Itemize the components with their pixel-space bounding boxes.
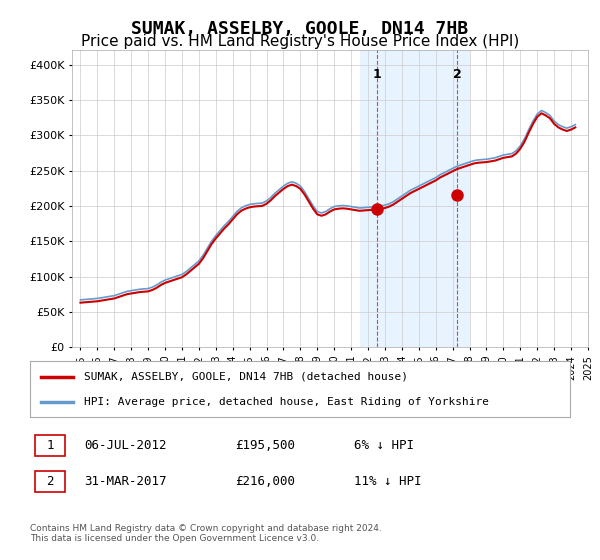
Text: HPI: Average price, detached house, East Riding of Yorkshire: HPI: Average price, detached house, East…: [84, 396, 489, 407]
Text: 06-JUL-2012: 06-JUL-2012: [84, 439, 167, 452]
Text: SUMAK, ASSELBY, GOOLE, DN14 7HB: SUMAK, ASSELBY, GOOLE, DN14 7HB: [131, 20, 469, 38]
Text: 2: 2: [452, 68, 461, 81]
Text: SUMAK, ASSELBY, GOOLE, DN14 7HB (detached house): SUMAK, ASSELBY, GOOLE, DN14 7HB (detache…: [84, 372, 408, 382]
Bar: [359, 50, 470, 347]
Text: 2: 2: [47, 475, 54, 488]
FancyBboxPatch shape: [35, 471, 65, 492]
Text: 11% ↓ HPI: 11% ↓ HPI: [354, 475, 421, 488]
Text: £195,500: £195,500: [235, 439, 295, 452]
Text: 6% ↓ HPI: 6% ↓ HPI: [354, 439, 414, 452]
Text: 1: 1: [372, 68, 381, 81]
Text: £216,000: £216,000: [235, 475, 295, 488]
FancyBboxPatch shape: [35, 435, 65, 456]
Text: 31-MAR-2017: 31-MAR-2017: [84, 475, 167, 488]
Text: Price paid vs. HM Land Registry's House Price Index (HPI): Price paid vs. HM Land Registry's House …: [81, 34, 519, 49]
Text: 1: 1: [47, 439, 54, 452]
Text: Contains HM Land Registry data © Crown copyright and database right 2024.
This d: Contains HM Land Registry data © Crown c…: [30, 524, 382, 543]
